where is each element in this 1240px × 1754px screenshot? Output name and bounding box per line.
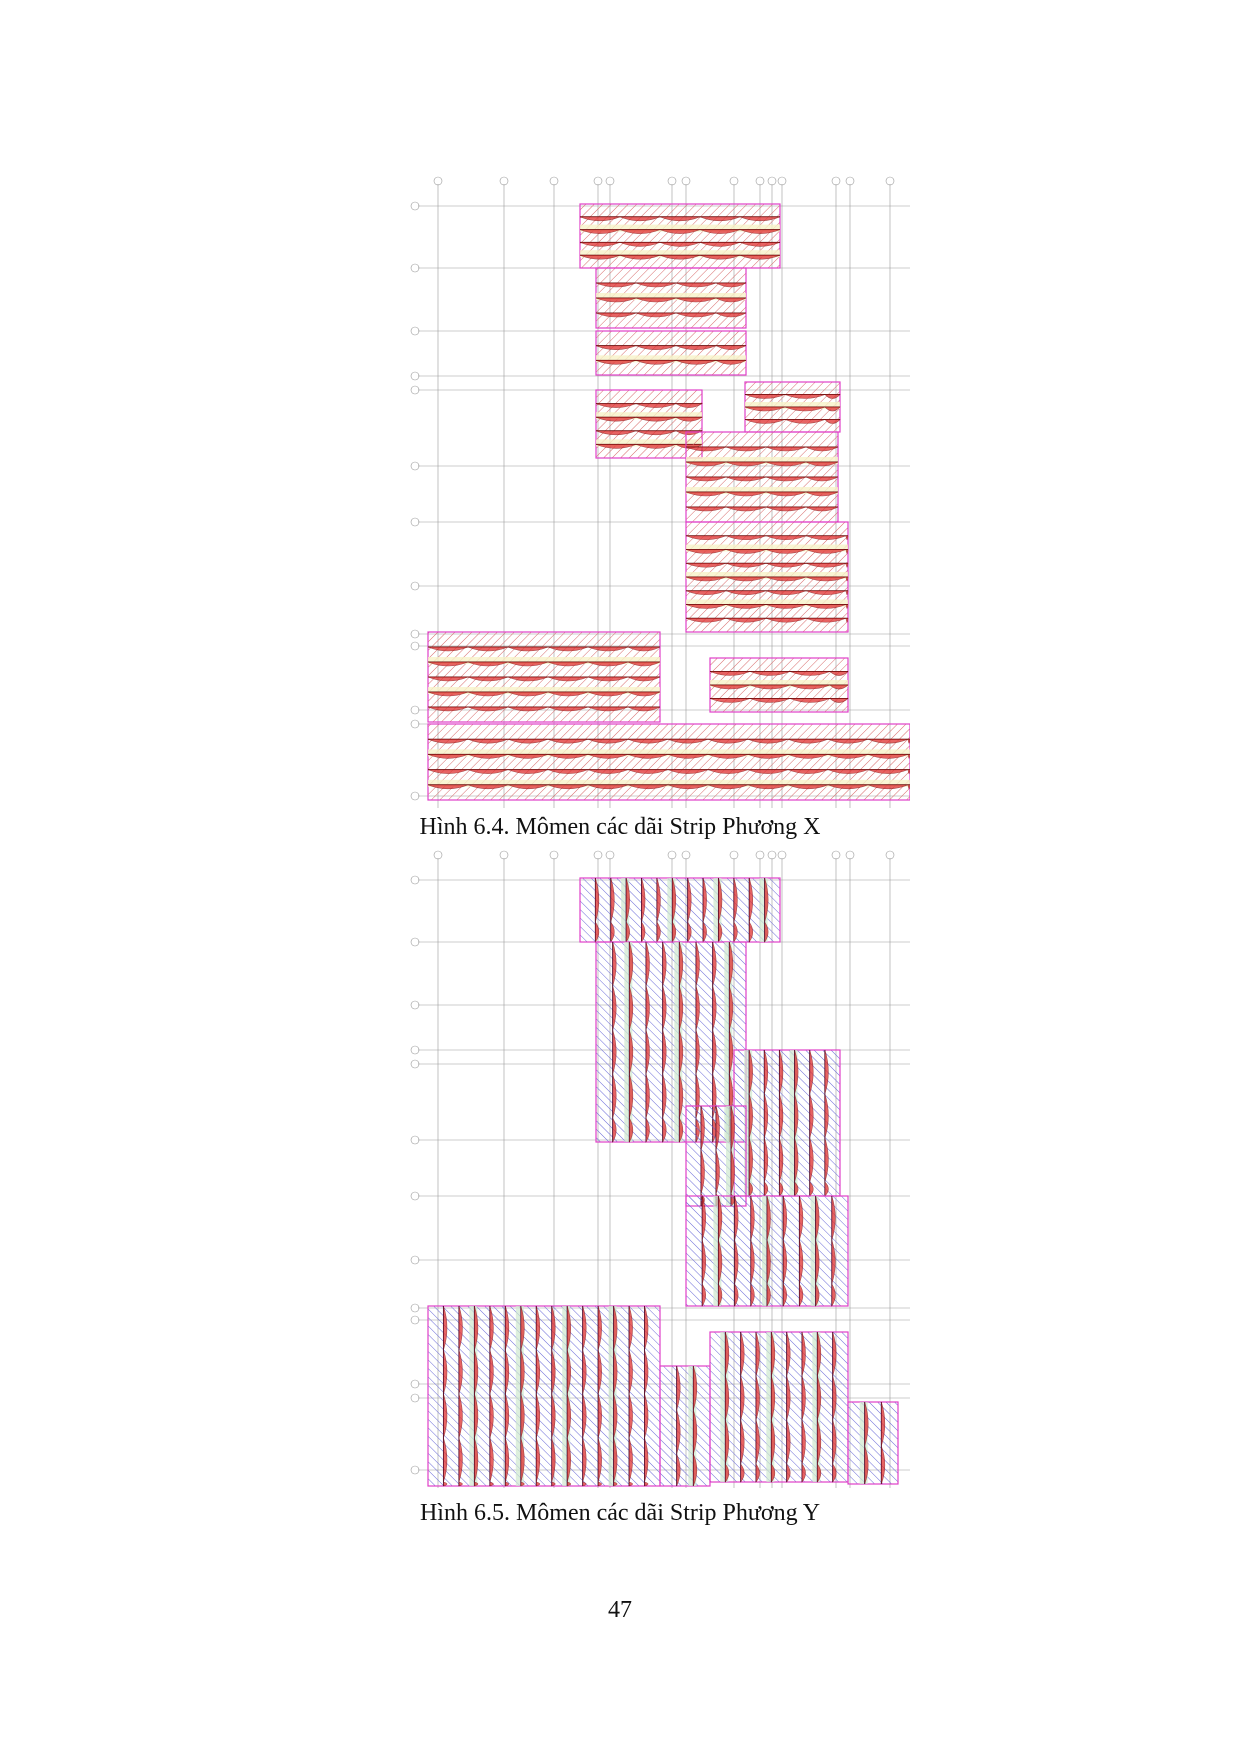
page-number: 47 bbox=[608, 1597, 632, 1623]
figure-strip-y bbox=[410, 850, 910, 1488]
figure-caption-y: Hình 6.5. Mômen các dãi Strip Phương Y bbox=[419, 1500, 821, 1526]
figure-caption-x: Hình 6.4. Mômen các dãi Strip Phương X bbox=[419, 814, 821, 840]
figure-strip-x bbox=[410, 176, 910, 808]
